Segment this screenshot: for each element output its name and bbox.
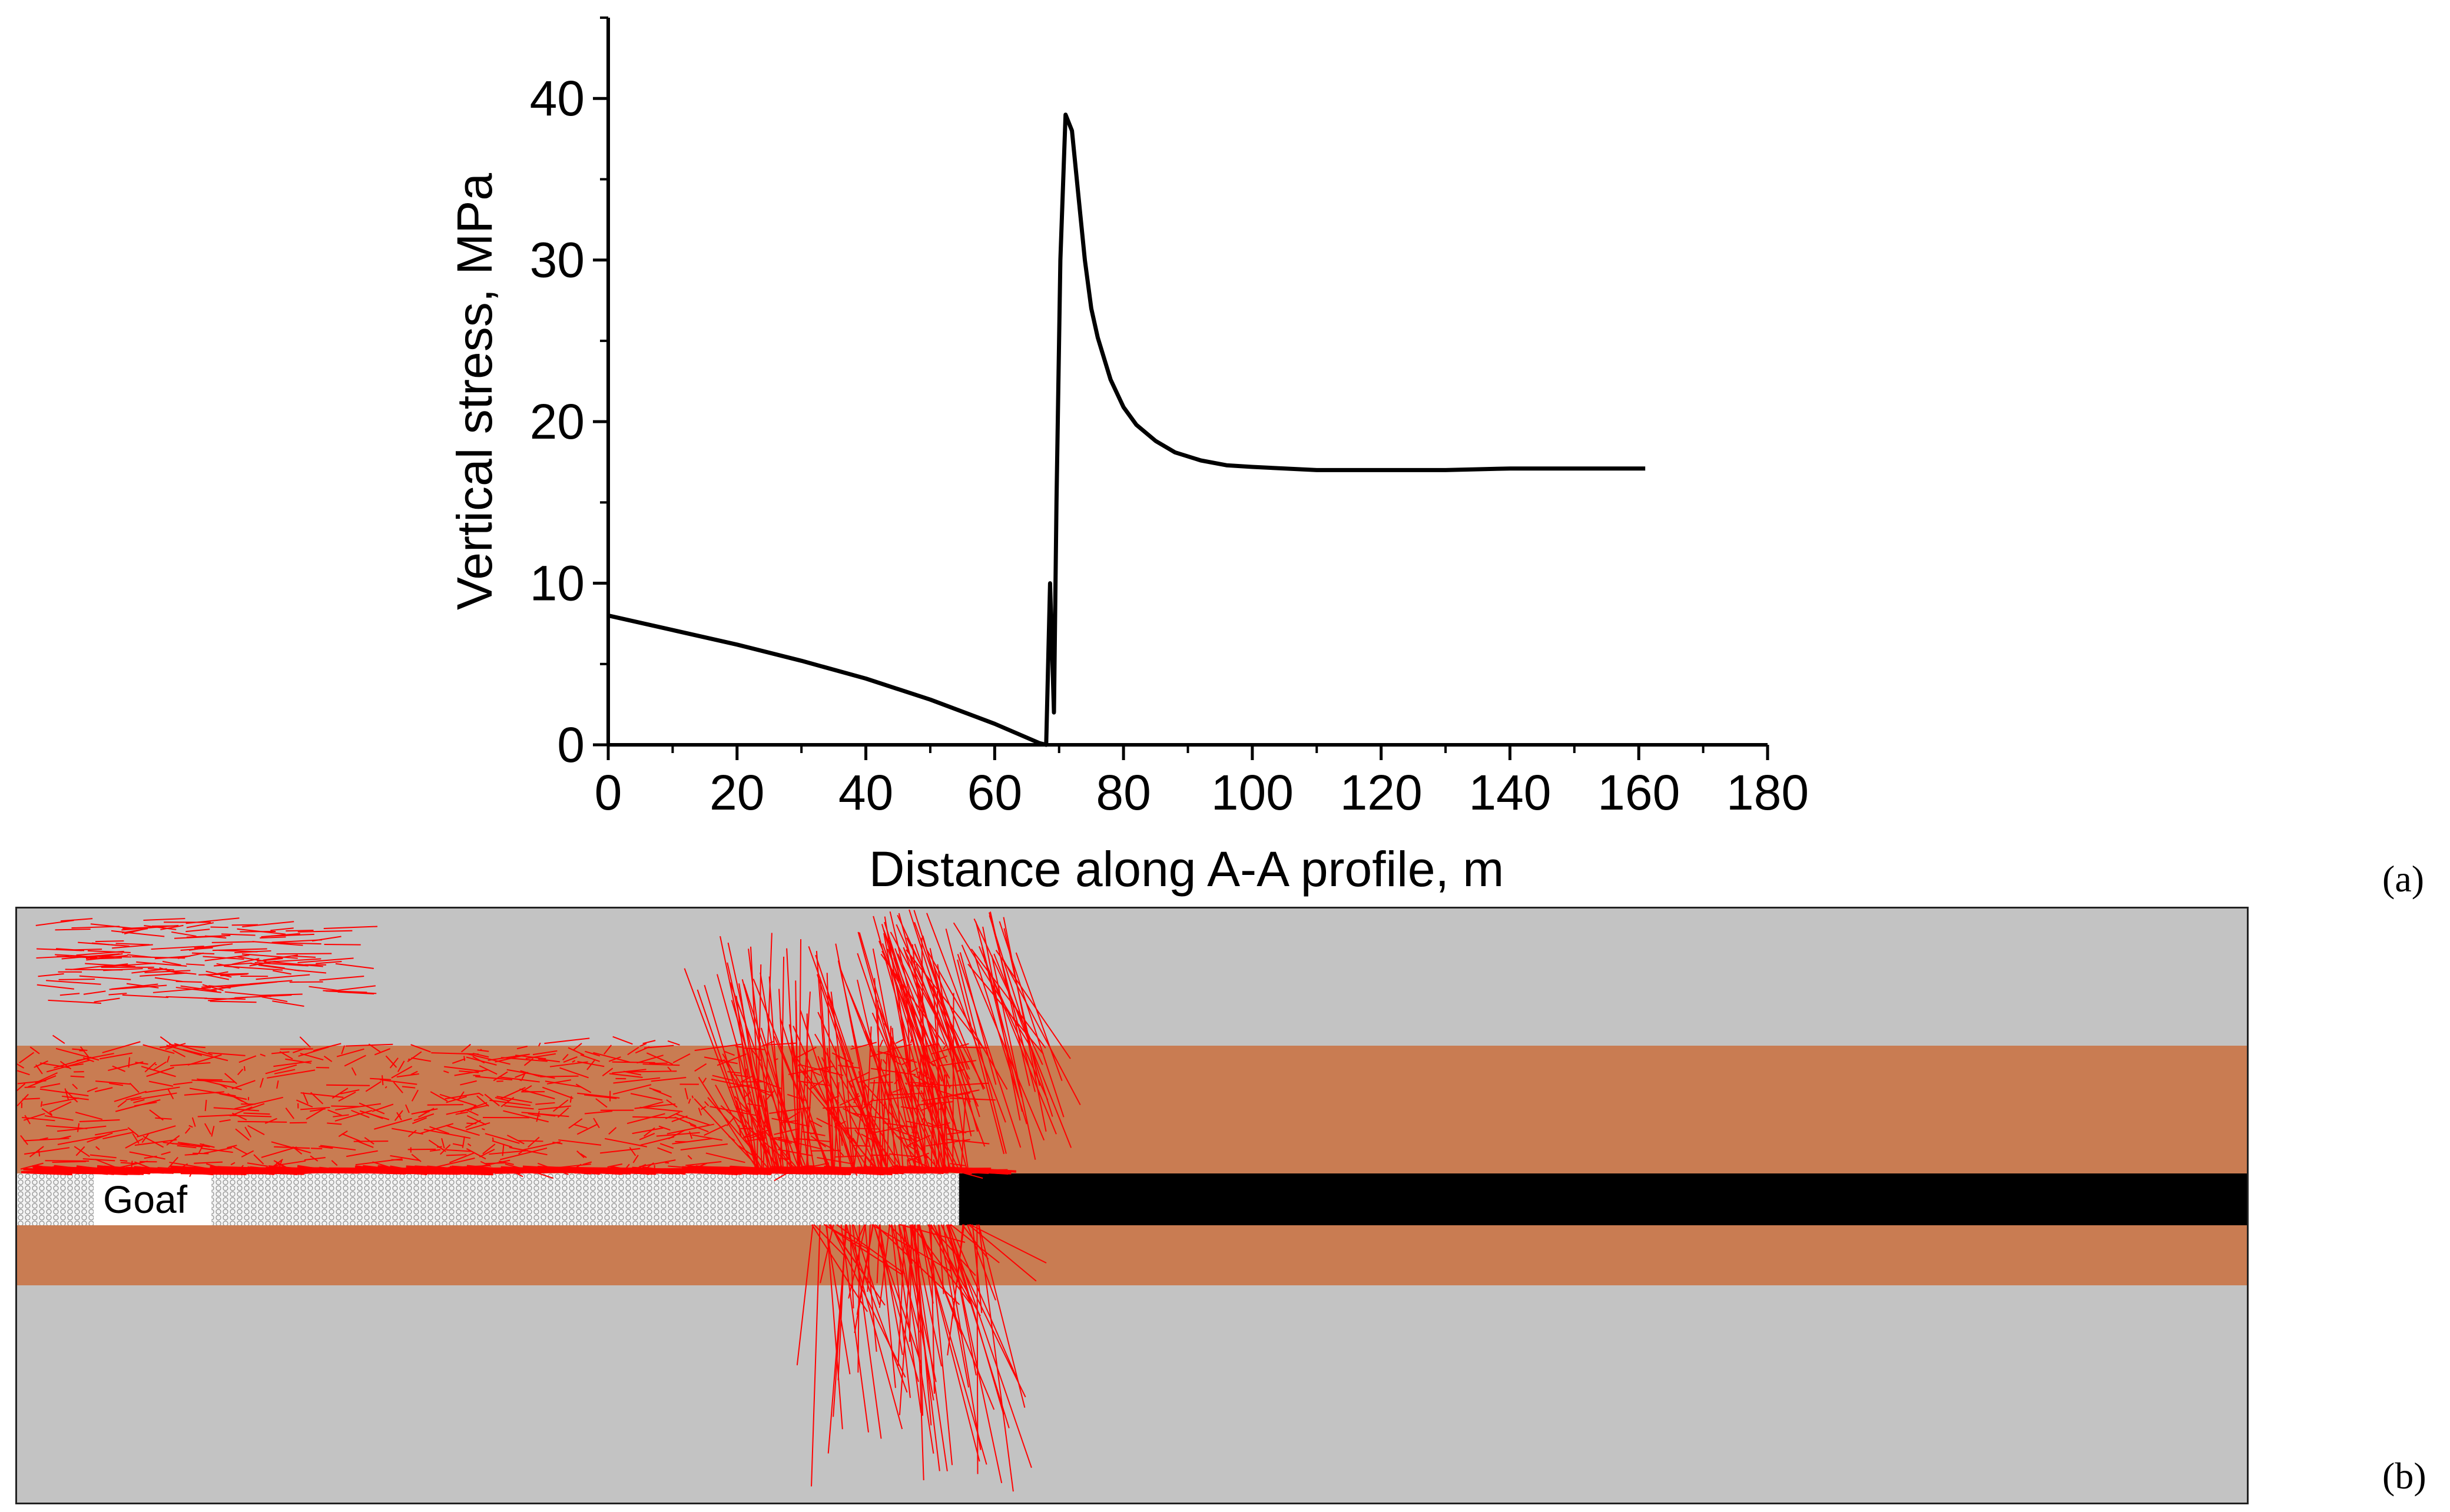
x-tick-label: 160 [1597,765,1680,820]
goaf-label-background [94,1173,211,1225]
y-tick-label: 0 [557,717,585,772]
x-tick-label: 180 [1726,765,1809,820]
x-tick-label: 120 [1340,765,1423,820]
roof-stratum [17,1046,2247,1173]
x-tick-label: 100 [1211,765,1294,820]
fracture-network [17,909,1081,1492]
chart-series [608,112,1646,747]
stress-chart: 0 20 40 60 80 100 120 140 160 180 0 10 20 30 40 Distan… [447,16,1809,897]
fracture-lines [17,909,1081,1492]
x-tick-label: 20 [710,765,764,820]
stress-curve [608,112,1646,747]
y-tick-label: 20 [530,394,585,449]
y-tick-label: 10 [530,556,585,611]
chart-axes [606,18,1768,747]
floor-stratum [17,1225,2247,1285]
y-tick-label: 40 [530,71,585,126]
x-tick-label: 0 [595,765,622,820]
x-axis-label: Distance along A-A profile, m [869,841,1504,897]
y-axis-label: Vertical stress, MPa [447,173,502,611]
x-tick-label: 80 [1096,765,1151,820]
x-tick-label: 60 [967,765,1022,820]
fracture-simulation-panel: Goaf [15,907,2249,1504]
y-tick-label: 30 [530,233,585,288]
chart-ticks: 0 20 40 60 80 100 120 140 160 180 0 10 20 30 40 [530,16,1809,820]
goaf-label: Goaf [103,1178,188,1221]
panel-label-b: (b) [2382,1455,2426,1497]
panel-label-a: (a) [2382,858,2425,900]
x-tick-label: 140 [1468,765,1551,820]
x-tick-label: 40 [838,765,893,820]
